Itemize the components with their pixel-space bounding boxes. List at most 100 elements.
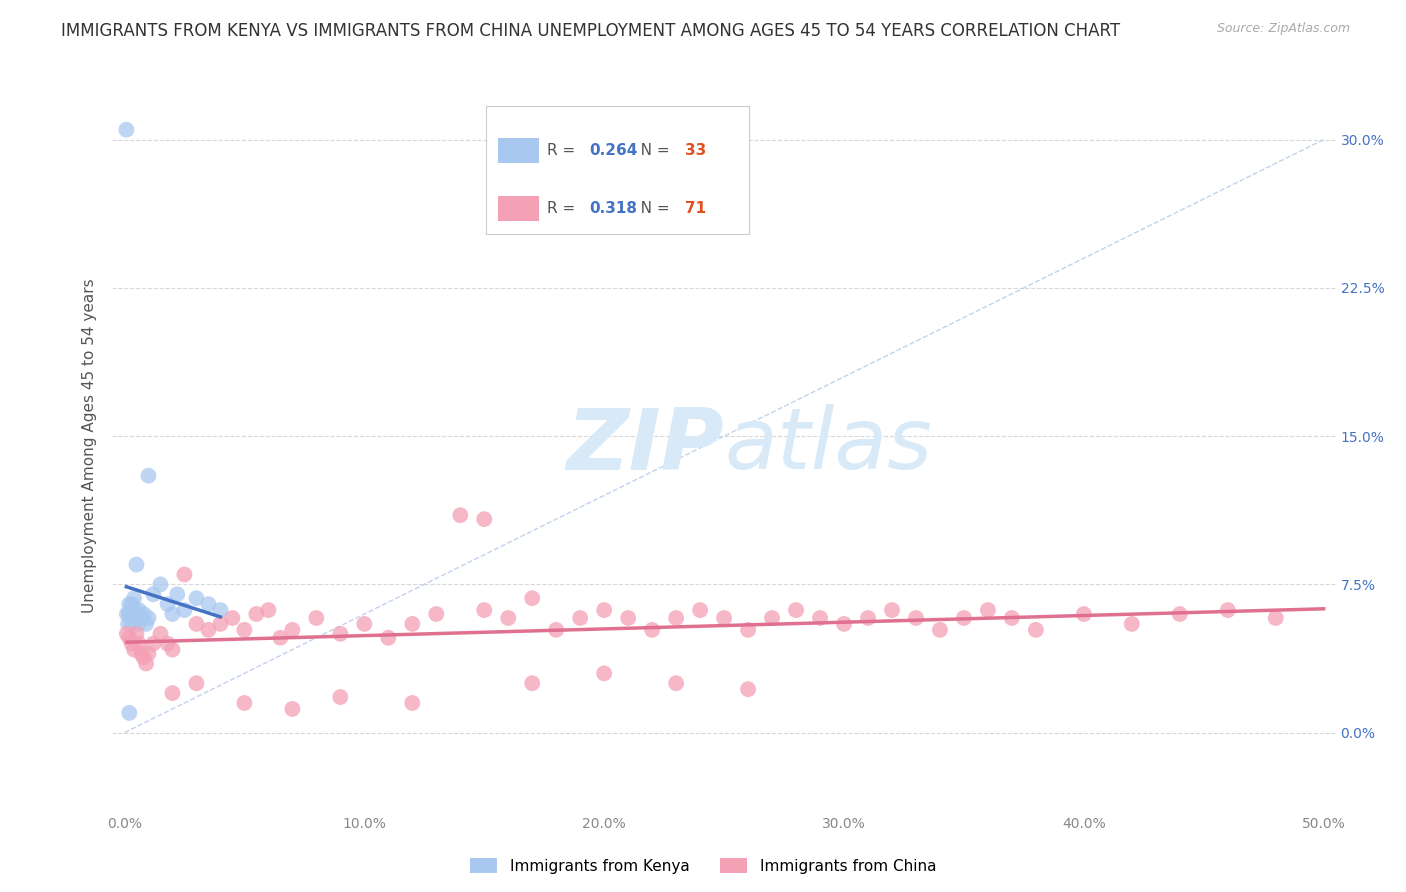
Immigrants from China — [186, 676, 208, 690]
Immigrants from Kenya — [186, 591, 208, 606]
Immigrants from Kenya — [138, 468, 160, 483]
Immigrants from Kenya — [122, 607, 145, 621]
Immigrants from Kenya — [115, 122, 138, 136]
Immigrants from China — [122, 642, 145, 657]
Immigrants from Kenya — [125, 611, 148, 625]
Immigrants from Kenya — [118, 597, 141, 611]
Immigrants from Kenya — [135, 616, 157, 631]
Immigrants from China — [149, 627, 172, 641]
FancyBboxPatch shape — [485, 106, 748, 234]
Immigrants from China — [269, 631, 291, 645]
Immigrants from China — [121, 637, 143, 651]
Immigrants from Kenya — [129, 611, 152, 625]
Immigrants from China — [1216, 603, 1239, 617]
Text: 71: 71 — [685, 201, 706, 216]
Immigrants from Kenya — [122, 591, 145, 606]
Immigrants from China — [449, 508, 471, 523]
Immigrants from Kenya — [121, 616, 143, 631]
Immigrants from Kenya — [125, 558, 148, 572]
Immigrants from Kenya — [118, 607, 141, 621]
Immigrants from Kenya — [128, 603, 150, 617]
Immigrants from Kenya — [121, 597, 143, 611]
Immigrants from Kenya — [173, 603, 195, 617]
Immigrants from Kenya — [149, 577, 172, 591]
Y-axis label: Unemployment Among Ages 45 to 54 years: Unemployment Among Ages 45 to 54 years — [82, 278, 97, 614]
Immigrants from China — [209, 616, 232, 631]
Immigrants from Kenya — [122, 603, 145, 617]
Immigrants from China — [569, 611, 592, 625]
Immigrants from Kenya — [117, 616, 139, 631]
Immigrants from China — [641, 623, 664, 637]
Text: N =: N = — [626, 143, 675, 158]
Immigrants from China — [522, 591, 544, 606]
Immigrants from China — [281, 623, 304, 637]
Immigrants from China — [929, 623, 952, 637]
Immigrants from Kenya — [118, 607, 141, 621]
Immigrants from China — [1001, 611, 1024, 625]
Immigrants from China — [785, 603, 807, 617]
Immigrants from China — [162, 686, 184, 700]
Text: Source: ZipAtlas.com: Source: ZipAtlas.com — [1216, 22, 1350, 36]
Immigrants from China — [353, 616, 375, 631]
Immigrants from China — [401, 616, 423, 631]
Text: 0.318: 0.318 — [589, 201, 637, 216]
Immigrants from China — [329, 690, 352, 704]
Immigrants from Kenya — [166, 587, 188, 601]
Immigrants from China — [233, 623, 256, 637]
Immigrants from China — [281, 702, 304, 716]
Immigrants from China — [118, 631, 141, 645]
Immigrants from China — [142, 637, 165, 651]
Text: atlas: atlas — [724, 404, 932, 488]
Immigrants from China — [425, 607, 447, 621]
Immigrants from Kenya — [115, 607, 138, 621]
Immigrants from China — [761, 611, 783, 625]
Immigrants from China — [305, 611, 328, 625]
Immigrants from China — [496, 611, 519, 625]
Immigrants from China — [221, 611, 243, 625]
Immigrants from Kenya — [162, 607, 184, 621]
Immigrants from China — [617, 611, 640, 625]
Immigrants from China — [257, 603, 280, 617]
Immigrants from China — [593, 603, 616, 617]
Immigrants from China — [162, 642, 184, 657]
Immigrants from China — [904, 611, 927, 625]
Immigrants from China — [125, 627, 148, 641]
Immigrants from China — [197, 623, 219, 637]
Immigrants from China — [156, 637, 179, 651]
Immigrants from China — [186, 616, 208, 631]
Immigrants from China — [132, 650, 155, 665]
Immigrants from China — [128, 637, 150, 651]
Immigrants from China — [129, 647, 152, 661]
Immigrants from China — [808, 611, 831, 625]
Immigrants from China — [401, 696, 423, 710]
Immigrants from China — [737, 623, 759, 637]
Immigrants from China — [665, 676, 688, 690]
Immigrants from China — [138, 647, 160, 661]
FancyBboxPatch shape — [498, 196, 540, 220]
Immigrants from Kenya — [121, 611, 143, 625]
Text: IMMIGRANTS FROM KENYA VS IMMIGRANTS FROM CHINA UNEMPLOYMENT AMONG AGES 45 TO 54 : IMMIGRANTS FROM KENYA VS IMMIGRANTS FROM… — [60, 22, 1121, 40]
Immigrants from Kenya — [138, 611, 160, 625]
Immigrants from China — [522, 676, 544, 690]
Immigrants from Kenya — [156, 597, 179, 611]
Immigrants from China — [472, 512, 495, 526]
Immigrants from China — [856, 611, 879, 625]
Immigrants from China — [593, 666, 616, 681]
Text: 33: 33 — [685, 143, 706, 158]
Text: 0.264: 0.264 — [589, 143, 638, 158]
Immigrants from China — [977, 603, 1000, 617]
Immigrants from China — [135, 657, 157, 671]
Immigrants from China — [1121, 616, 1143, 631]
Immigrants from China — [115, 627, 138, 641]
Immigrants from Kenya — [142, 587, 165, 601]
Immigrants from Kenya — [209, 603, 232, 617]
Immigrants from China — [329, 627, 352, 641]
Immigrants from China — [472, 603, 495, 617]
FancyBboxPatch shape — [498, 138, 540, 163]
Text: ZIP: ZIP — [567, 404, 724, 488]
Immigrants from China — [173, 567, 195, 582]
Immigrants from China — [689, 603, 711, 617]
Immigrants from China — [665, 611, 688, 625]
Immigrants from China — [880, 603, 903, 617]
Immigrants from China — [245, 607, 267, 621]
